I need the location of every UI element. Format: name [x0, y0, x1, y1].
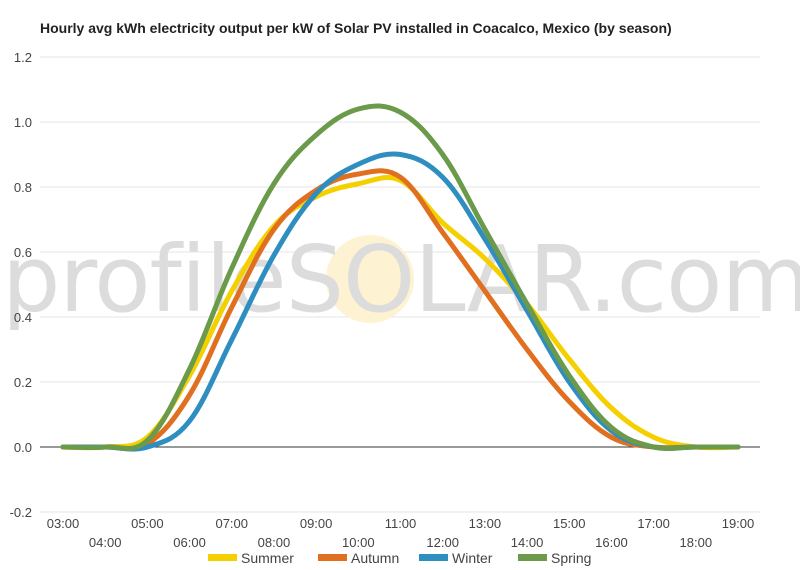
y-tick-label: -0.2	[10, 505, 32, 520]
x-tick-label: 12:00	[426, 535, 459, 550]
legend-item-winter: Winter	[419, 550, 493, 566]
watermark-sun	[326, 235, 414, 323]
x-tick-label: 05:00	[131, 516, 164, 531]
legend: Summer Autumn Winter Spring	[208, 550, 591, 566]
x-axis-ticks: 03:00 04:00 05:00 06:00 07:00 08:00 09:00 10:00…	[47, 516, 755, 550]
legend-swatch	[518, 554, 547, 561]
x-tick-label: 14:00	[511, 535, 544, 550]
y-tick-label: 0.2	[14, 375, 32, 390]
x-tick-label: 17:00	[637, 516, 670, 531]
x-tick-label: 08:00	[258, 535, 291, 550]
x-tick-label: 13:00	[469, 516, 502, 531]
x-tick-label: 10:00	[342, 535, 375, 550]
grid-lines	[40, 56, 760, 513]
x-tick-label: 07:00	[215, 516, 248, 531]
legend-item-summer: Summer	[208, 550, 294, 566]
y-axis-ticks: -0.2 0.0 0.2 0.4 0.6 0.8 1.0 1.2	[10, 50, 32, 520]
x-tick-label: 03:00	[47, 516, 80, 531]
x-tick-label: 15:00	[553, 516, 586, 531]
watermark: profileSOLAR.com	[2, 226, 800, 333]
legend-label: Spring	[551, 550, 591, 566]
legend-label: Autumn	[351, 550, 399, 566]
series-line-spring	[60, 103, 741, 452]
legend-item-spring: Spring	[518, 550, 591, 566]
legend-item-autumn: Autumn	[318, 550, 399, 566]
y-tick-label: 0.8	[14, 180, 32, 195]
legend-label: Winter	[452, 550, 493, 566]
series-lines	[60, 103, 741, 452]
x-tick-label: 16:00	[595, 535, 628, 550]
y-tick-label: 0.0	[14, 440, 32, 455]
legend-swatch	[318, 554, 347, 561]
chart-title: Hourly avg kWh electricity output per kW…	[40, 20, 672, 36]
legend-label: Summer	[241, 550, 294, 566]
x-tick-label: 11:00	[385, 516, 417, 531]
x-tick-label: 04:00	[89, 535, 122, 550]
y-tick-label: 1.2	[14, 50, 32, 65]
y-tick-label: 1.0	[14, 115, 32, 130]
x-tick-label: 09:00	[300, 516, 333, 531]
x-tick-label: 18:00	[680, 535, 713, 550]
x-tick-label: 06:00	[173, 535, 206, 550]
series-line-autumn	[60, 168, 741, 452]
watermark-text: profileSOLAR.com	[2, 226, 800, 333]
y-tick-label: 0.4	[14, 310, 32, 325]
legend-swatch	[208, 554, 237, 561]
y-tick-label: 0.6	[14, 245, 32, 260]
x-tick-label: 19:00	[722, 516, 755, 531]
legend-swatch	[419, 554, 448, 561]
